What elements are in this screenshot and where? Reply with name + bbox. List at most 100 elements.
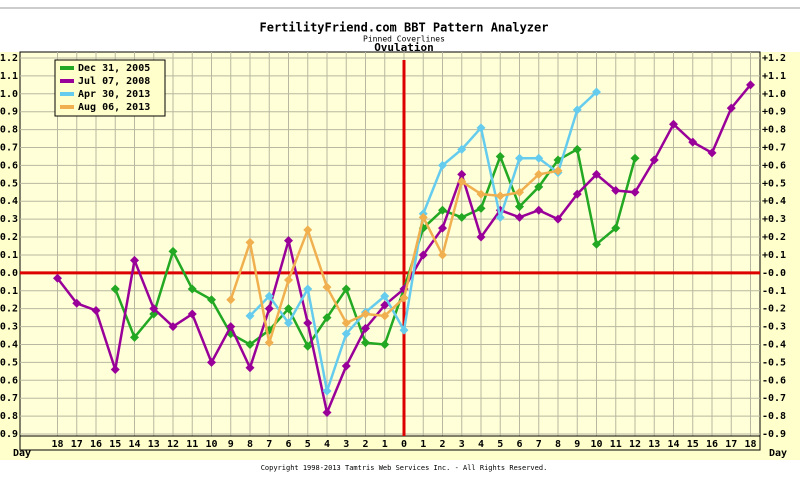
x-tick-label: 16: [706, 439, 718, 450]
x-tick-label: 7: [536, 439, 542, 450]
x-tick-label: 18: [51, 439, 63, 450]
x-tick-label: 1: [420, 439, 426, 450]
data-point: [303, 318, 313, 328]
legend-label: Apr 30, 2013: [78, 89, 150, 100]
data-point: [361, 323, 370, 333]
data-point: [553, 166, 563, 176]
data-point: [341, 318, 351, 328]
data-point: [110, 284, 120, 294]
data-point: [553, 214, 563, 224]
y-tick-label-right: -0.4: [762, 339, 786, 350]
data-point: [649, 155, 659, 165]
x-tick-label: 2: [439, 439, 445, 450]
data-point: [457, 144, 467, 154]
x-tick-label: 10: [590, 439, 602, 450]
day-row: [19, 435, 761, 451]
y-tick-label-right: -0.6: [762, 375, 786, 386]
x-tick-label: 3: [459, 439, 465, 450]
data-point: [380, 311, 390, 321]
chart-subtitle: Pinned Coverlines: [363, 35, 445, 44]
y-tick-label-right: -0.1: [762, 286, 786, 297]
y-tick-label-right: +0.8: [762, 125, 786, 136]
x-tick-label: 11: [610, 439, 622, 450]
data-point: [515, 202, 524, 212]
data-point: [226, 295, 236, 305]
data-point: [611, 223, 621, 233]
data-point: [303, 341, 313, 351]
data-point: [380, 300, 390, 310]
x-tick-label: 9: [574, 439, 580, 450]
data-point: [457, 212, 467, 222]
y-tick-label: +0.6: [0, 160, 18, 171]
data-point: [630, 187, 640, 197]
data-point: [130, 255, 139, 265]
data-point: [438, 223, 447, 233]
data-point: [495, 212, 505, 222]
y-tick-label: -0.4: [0, 339, 18, 350]
x-tick-label: 6: [285, 439, 291, 450]
data-point: [322, 282, 332, 292]
x-tick-label: 5: [497, 439, 503, 450]
data-point: [284, 318, 293, 328]
y-tick-label: -0.9: [0, 429, 18, 440]
y-tick-label-right: +0.7: [762, 143, 786, 154]
data-point: [380, 291, 390, 301]
data-point: [264, 338, 274, 348]
data-point: [53, 273, 62, 283]
data-point: [669, 119, 678, 129]
y-tick-label: -0.8: [0, 411, 18, 422]
data-point: [245, 311, 255, 321]
y-tick-label: -0.7: [0, 393, 18, 404]
y-tick-label-right: +0.9: [762, 107, 786, 118]
y-tick-label-right: +0.2: [762, 232, 786, 243]
x-tick-label: 4: [324, 439, 330, 450]
data-point: [341, 329, 351, 339]
x-tick-label: 18: [744, 439, 756, 450]
data-point: [495, 191, 505, 201]
data-point: [592, 239, 601, 249]
data-point: [168, 246, 178, 256]
y-tick-label-right: +0.1: [762, 250, 786, 261]
data-point: [726, 103, 736, 113]
data-point: [168, 322, 178, 332]
x-tick-label: 10: [205, 439, 217, 450]
chart-title: FertilityFriend.com BBT Pattern Analyzer: [260, 21, 549, 35]
y-tick-label: +1.2: [0, 53, 18, 64]
data-point: [207, 357, 216, 367]
data-point: [611, 185, 621, 195]
data-point: [476, 123, 486, 133]
x-tick-label: 15: [687, 439, 699, 450]
data-point: [341, 361, 351, 371]
data-point: [418, 212, 428, 222]
y-tick-label: +0.2: [0, 232, 18, 243]
x-tick-label: 15: [109, 439, 121, 450]
data-point: [572, 105, 582, 115]
x-tick-label: 12: [167, 439, 179, 450]
data-point: [110, 365, 120, 375]
x-tick-label: 11: [186, 439, 198, 450]
x-tick-label: 0: [401, 439, 407, 450]
data-point: [264, 291, 274, 301]
data-point: [630, 153, 640, 163]
data-point: [495, 151, 505, 161]
data-point: [264, 304, 274, 314]
y-tick-label-right: +0.3: [762, 214, 786, 225]
data-point: [746, 80, 755, 90]
data-point: [438, 205, 447, 215]
plot-area: [19, 51, 761, 441]
y-tick-label-right: -0.3: [762, 322, 786, 333]
x-tick-label: 12: [629, 439, 641, 450]
y-tick-label-right: -0.9: [762, 429, 786, 440]
data-point: [207, 295, 216, 305]
data-point: [226, 322, 236, 332]
legend-swatch: [60, 92, 74, 96]
y-tick-label-right: +0.4: [762, 196, 786, 207]
data-point: [187, 284, 197, 294]
legend-label: Dec 31, 2005: [78, 63, 150, 74]
data-point: [457, 177, 467, 187]
y-tick-label: -0.5: [0, 357, 18, 368]
y-tick-label: -0.6: [0, 375, 18, 386]
y-tick-label: +0.8: [0, 125, 18, 136]
y-tick-label: +1.0: [0, 89, 18, 100]
